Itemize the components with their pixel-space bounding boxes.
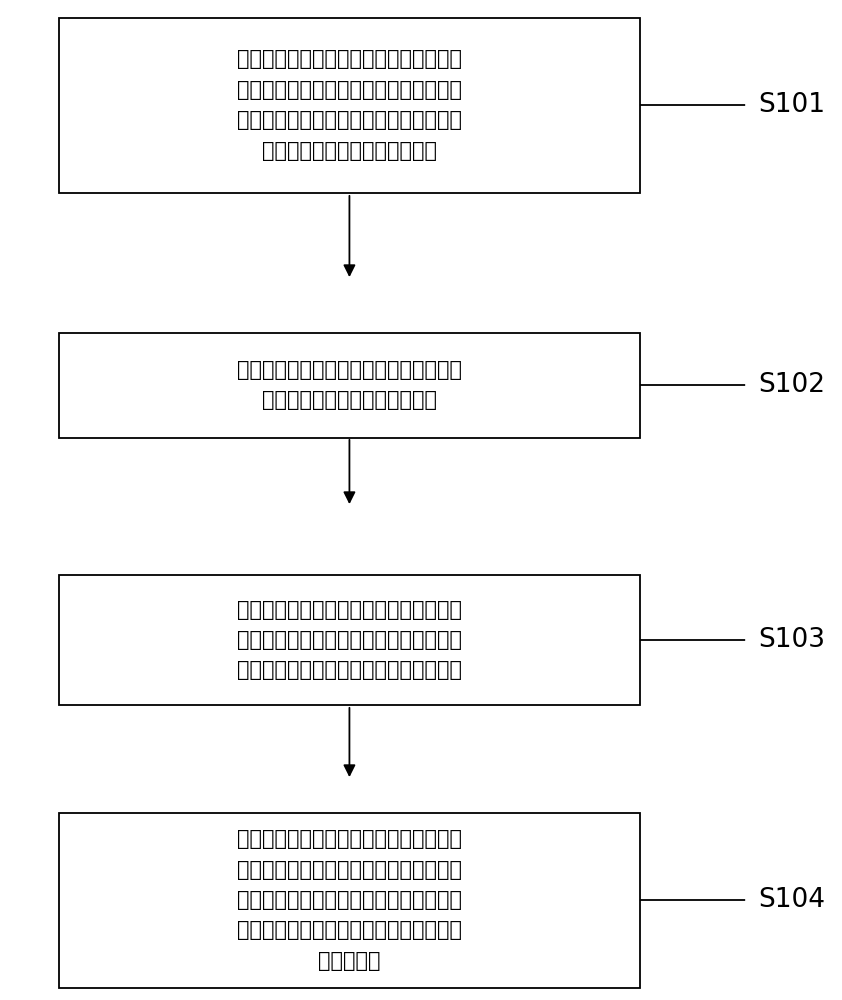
Text: 当执行离合器的充油和调节发动机的转速
均达到预设条件时，锁止离合器: 当执行离合器的充油和调节发动机的转速 均达到预设条件时，锁止离合器 [237, 360, 462, 410]
Bar [59, 332, 640, 438]
Text: S101: S101 [758, 92, 825, 118]
Bar [59, 812, 640, 988]
Text: 当接收到双电机由串联模式切换至并联模
式的请求时，执行离合器的充油和调节发
动机的转速均达到预设条件，其中，所述
双电机包括第一电机和第二电机: 当接收到双电机由串联模式切换至并联模 式的请求时，执行离合器的充油和调节发 动机… [237, 49, 462, 161]
Text: S103: S103 [758, 627, 825, 653]
Text: S102: S102 [758, 372, 825, 398]
Text: 在离合器锁止过程中，计算出扭矩补偿值
，根据所述扭矩补偿值在离合器锁上过程
中对第一电机或者第二电机进行扭矩补偿: 在离合器锁止过程中，计算出扭矩补偿值 ，根据所述扭矩补偿值在离合器锁上过程 中对… [237, 600, 462, 680]
Bar [59, 575, 640, 705]
Bar [59, 17, 640, 192]
Text: 在离合器完成锁止过程后，扭矩补偿取消
，所述第一电机和所述第二电机之间进行
扭矩交换，直到所述第一电机的输出扭矩
达到目标扭矩，使双电机由串联模式切换
至并联模: 在离合器完成锁止过程后，扭矩补偿取消 ，所述第一电机和所述第二电机之间进行 扭矩… [237, 829, 462, 971]
Text: S104: S104 [758, 887, 825, 913]
